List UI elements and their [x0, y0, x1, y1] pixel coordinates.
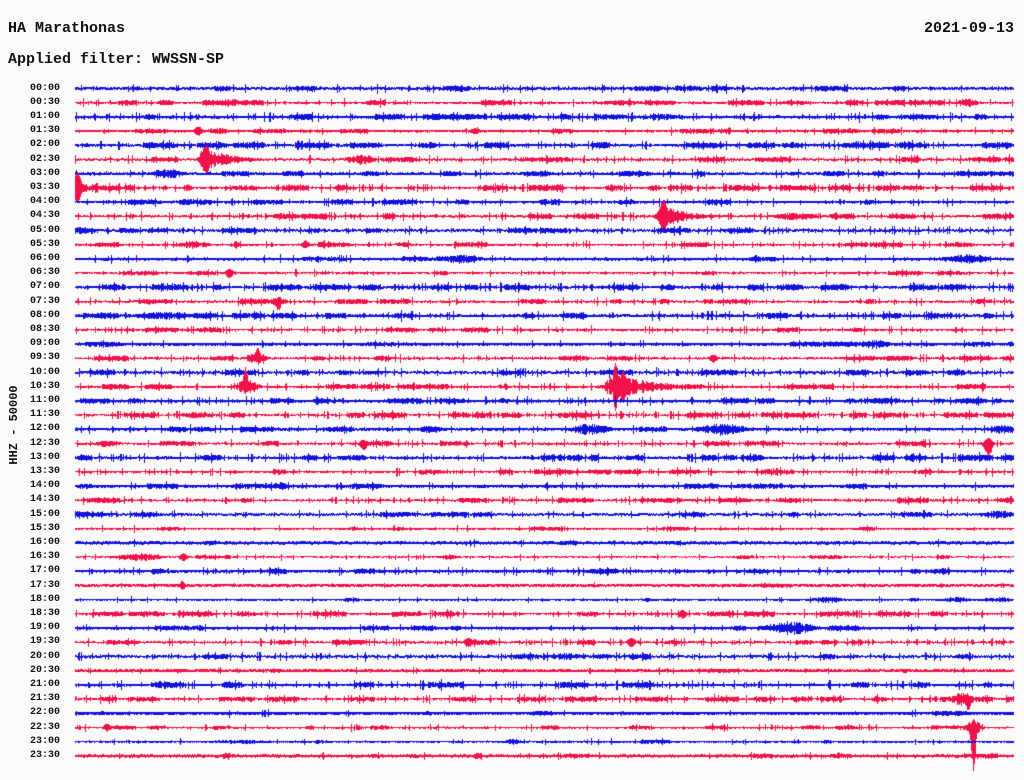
time-label: 15:30 [29, 522, 60, 534]
time-label: 12:30 [29, 437, 60, 449]
time-label: 09:00 [29, 338, 60, 350]
time-label: 17:00 [29, 565, 60, 577]
time-label: 22:00 [29, 707, 60, 719]
time-label: 07:00 [29, 281, 60, 293]
time-label: 08:30 [29, 323, 60, 335]
time-label: 16:00 [29, 536, 60, 548]
time-axis: 00:00 00:30 01:00 01:30 02:00 02:30 03:00 03:30… [0, 0, 62, 780]
time-label: 17:30 [29, 579, 60, 591]
time-label: 13:00 [29, 451, 60, 463]
time-label: 10:30 [29, 380, 60, 392]
time-label: 07:30 [29, 295, 60, 307]
time-label: 22:30 [29, 721, 60, 733]
time-label: 14:30 [29, 494, 60, 506]
time-label: 19:30 [29, 636, 60, 648]
time-label: 03:30 [29, 181, 60, 193]
time-label: 06:30 [29, 267, 60, 279]
time-label: 01:00 [29, 110, 60, 122]
time-label: 01:30 [29, 125, 60, 137]
time-label: 16:30 [29, 551, 60, 563]
time-label: 10:00 [29, 366, 60, 378]
time-label: 21:00 [29, 678, 60, 690]
time-label: 21:30 [29, 693, 60, 705]
time-label: 23:30 [29, 749, 60, 761]
time-label: 14:00 [29, 480, 60, 492]
time-label: 19:00 [29, 622, 60, 634]
time-label: 18:30 [29, 607, 60, 619]
time-label: 13:30 [29, 465, 60, 477]
time-label: 05:00 [29, 224, 60, 236]
time-label: 06:00 [29, 252, 60, 264]
time-label: 15:00 [29, 508, 60, 520]
time-label: 05:30 [29, 238, 60, 250]
time-label: 04:30 [29, 210, 60, 222]
time-label: 20:30 [29, 664, 60, 676]
time-label: 09:30 [29, 352, 60, 364]
time-label: 12:00 [29, 423, 60, 435]
time-label: 18:00 [29, 593, 60, 605]
time-label: 08:00 [29, 309, 60, 321]
time-label: 11:00 [29, 394, 60, 406]
time-label: 02:30 [29, 153, 60, 165]
time-label: 03:00 [29, 167, 60, 179]
time-label: 02:00 [29, 139, 60, 151]
time-label: 00:30 [29, 96, 60, 108]
time-label: 20:00 [29, 650, 60, 662]
time-label: 23:00 [29, 735, 60, 747]
time-label: 04:00 [29, 196, 60, 208]
time-label: 11:30 [29, 409, 60, 421]
time-label: 00:00 [29, 82, 60, 94]
